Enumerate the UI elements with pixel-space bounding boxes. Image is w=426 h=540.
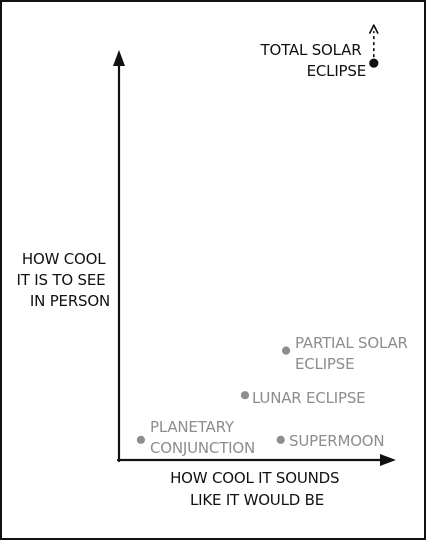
point-supermoon (276, 435, 285, 444)
label-partial-solar-eclipse-line-2: ECLIPSE (295, 355, 354, 373)
point-total-solar-eclipse (369, 58, 379, 68)
x-axis-label: HOW COOL IT SOUNDS LIKE IT WOULD BE (170, 469, 344, 509)
y-axis-label: HOW COOL IT IS TO SEE IN PERSON (17, 250, 110, 310)
label-planetary-conjunction: PLANETARY CONJUNCTION (150, 418, 255, 457)
label-total-solar-eclipse: TOTAL SOLAR ECLIPSE (260, 41, 366, 80)
point-partial-solar-eclipse (282, 346, 291, 355)
axes (113, 50, 396, 466)
total-solar-eclipse-up-arrowhead (369, 24, 379, 34)
label-lunar-eclipse-line-1: LUNAR ECLIPSE (252, 389, 365, 407)
point-planetary-conjunction (136, 435, 145, 444)
label-lunar-eclipse: LUNAR ECLIPSE (252, 389, 365, 407)
x-axis-label-line-1: HOW COOL IT SOUNDS (170, 469, 339, 487)
y-axis-label-line-3: IN PERSON (30, 292, 110, 310)
x-axis-arrowhead (380, 454, 396, 466)
y-axis-label-line-2: IT IS TO SEE (17, 271, 106, 289)
label-supermoon-line-1: SUPERMOON (289, 432, 384, 450)
x-axis-label-line-2: LIKE IT WOULD BE (190, 491, 324, 509)
points-layer (136, 24, 379, 444)
label-partial-solar-eclipse: PARTIAL SOLAR ECLIPSE (295, 334, 412, 373)
label-planetary-conjunction-line-2: CONJUNCTION (150, 439, 255, 457)
y-axis-arrowhead (113, 50, 125, 66)
label-total-solar-eclipse-line-1: TOTAL SOLAR (260, 41, 362, 59)
label-total-solar-eclipse-line-2: ECLIPSE (307, 62, 366, 80)
label-partial-solar-eclipse-line-1: PARTIAL SOLAR (295, 334, 408, 352)
label-supermoon: SUPERMOON (289, 432, 384, 450)
label-planetary-conjunction-line-1: PLANETARY (150, 418, 235, 436)
point-lunar-eclipse (240, 391, 250, 400)
y-axis-label-line-1: HOW COOL (22, 250, 106, 268)
